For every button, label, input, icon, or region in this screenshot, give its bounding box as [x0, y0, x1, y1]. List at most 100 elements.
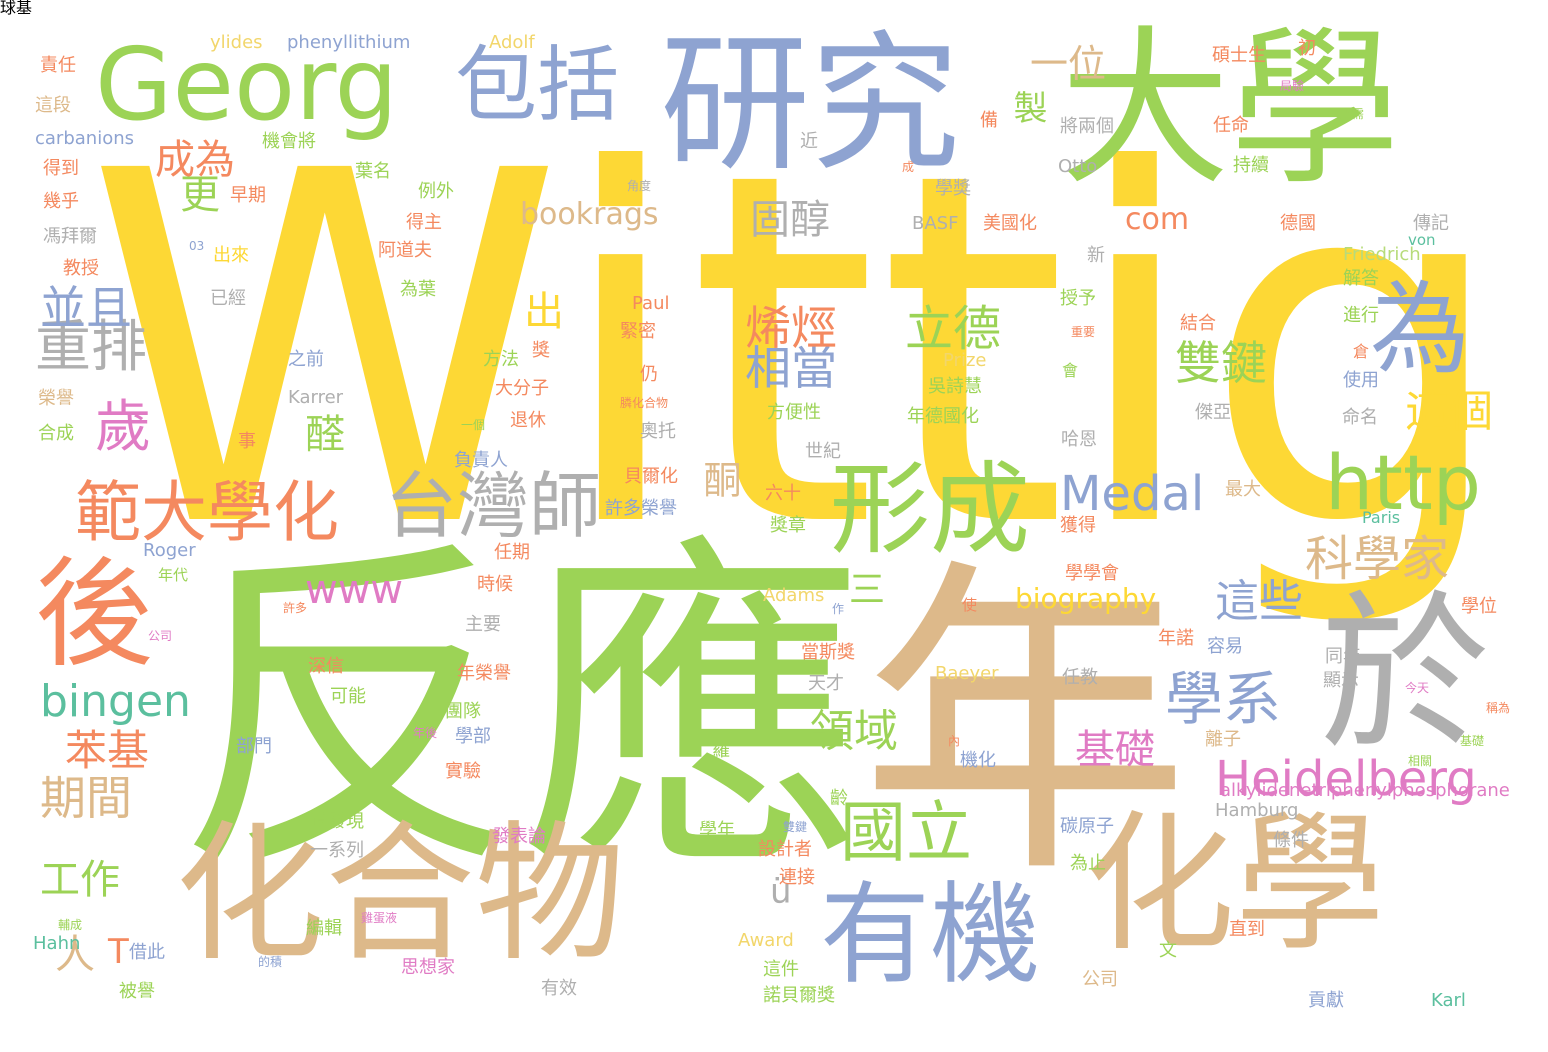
- cloud-word: 雙鍵: [783, 820, 808, 834]
- cloud-word: 得主: [406, 212, 442, 233]
- cloud-word: 有效: [541, 978, 577, 999]
- cloud-word: carbanions: [35, 128, 134, 149]
- cloud-word: ylides: [210, 32, 263, 53]
- cloud-word: 期間: [40, 771, 132, 825]
- cloud-word: 葉名: [355, 161, 391, 182]
- cloud-word: 條件: [1273, 830, 1309, 851]
- cloud-word: 學學會: [1065, 563, 1119, 584]
- cloud-word: 近: [800, 131, 818, 152]
- cloud-word: 重排: [35, 315, 147, 380]
- cloud-word: 當斯獎: [801, 642, 855, 663]
- cloud-word: 傑亞: [1195, 402, 1231, 423]
- cloud-word: Prize: [943, 350, 987, 371]
- cloud-word: 學系: [1165, 665, 1282, 733]
- cloud-word: 稱為: [1486, 701, 1511, 715]
- cloud-word: 例外: [418, 181, 454, 202]
- cloud-word: 角度: [627, 179, 652, 193]
- cloud-word: 傳記: [1413, 213, 1449, 234]
- cloud-word: phenyllithium: [287, 32, 411, 53]
- cloud-word: 諾貝爾獎: [763, 985, 835, 1006]
- cloud-word: 包括: [455, 38, 620, 133]
- cloud-word: 許多: [283, 601, 308, 615]
- cloud-word: 容易: [1207, 636, 1243, 657]
- cloud-word: ü: [770, 872, 792, 912]
- cloud-word: 作: [832, 602, 845, 616]
- cloud-word: 任命: [1213, 115, 1249, 136]
- cloud-word: 酮: [697, 460, 741, 498]
- cloud-word: 天才: [808, 673, 844, 694]
- cloud-word: 機會將: [262, 131, 316, 152]
- cloud-word: 基礎: [1460, 734, 1485, 748]
- cloud-word: 部門: [236, 736, 272, 757]
- cloud-word: 負責人: [454, 450, 508, 471]
- cloud-word: Otto: [1058, 156, 1098, 177]
- cloud-word: 可能: [330, 686, 366, 707]
- cloud-word: Heidelberg: [1215, 751, 1477, 807]
- cloud-word: Adams: [763, 585, 825, 606]
- cloud-word: 解答: [1343, 268, 1379, 289]
- cloud-word: 這個: [1405, 386, 1493, 437]
- cloud-word: 這件: [763, 959, 799, 980]
- cloud-word: 初: [1298, 38, 1316, 59]
- cloud-word: 相當: [745, 341, 837, 395]
- cloud-word: 六十: [765, 483, 801, 504]
- cloud-word: 所需: [1340, 107, 1365, 121]
- cloud-word: T: [108, 932, 129, 972]
- cloud-word: 化學: [1085, 798, 1386, 972]
- cloud-word: 早期: [230, 185, 266, 206]
- cloud-word: 球基: [0, 0, 33, 17]
- cloud-word: 結合: [1180, 313, 1216, 334]
- cloud-word: bingen: [40, 676, 191, 727]
- cloud-word: 雞蛋液: [361, 911, 398, 925]
- cloud-word: bookrags: [520, 197, 659, 232]
- cloud-word: 直到: [1229, 919, 1265, 940]
- cloud-word: 相關: [1408, 754, 1433, 768]
- cloud-word: 吳詩慧: [928, 376, 982, 397]
- cloud-word: Wittig: [85, 70, 1510, 634]
- cloud-word: http: [1325, 438, 1482, 527]
- cloud-word: 製: [1007, 90, 1047, 124]
- cloud-word: 借此: [129, 942, 165, 963]
- cloud-word: Karl: [1431, 990, 1466, 1011]
- cloud-word: 化合物: [175, 808, 626, 982]
- cloud-word: 碳原子: [1060, 816, 1114, 837]
- cloud-word: 為葉: [400, 279, 436, 300]
- cloud-word: 被譽: [119, 981, 155, 1002]
- cloud-word: 研究: [660, 18, 961, 192]
- cloud-word: 基礎: [1075, 727, 1155, 773]
- cloud-word: 一系列: [310, 840, 364, 861]
- cloud-word: 學位: [1461, 596, 1497, 617]
- cloud-word: 年: [860, 533, 1190, 917]
- cloud-word: Medal: [1060, 466, 1205, 522]
- cloud-word: Award: [738, 930, 794, 951]
- cloud-word: 這段: [35, 95, 71, 116]
- cloud-word: 為: [1370, 271, 1470, 388]
- cloud-word: 貝爾化: [624, 466, 678, 487]
- cloud-word: 事: [238, 431, 256, 452]
- cloud-word: 重要: [1071, 325, 1096, 339]
- cloud-word: 任期: [494, 542, 530, 563]
- cloud-word: 工作: [40, 857, 120, 903]
- cloud-word: 碩士生: [1212, 45, 1266, 66]
- cloud-word: 團隊: [445, 701, 481, 722]
- cloud-word: 國立: [840, 794, 972, 871]
- cloud-word: 主要: [465, 614, 501, 635]
- cloud-word: 有機: [820, 871, 1040, 999]
- cloud-word: 教授: [63, 258, 99, 279]
- cloud-word: 更: [180, 172, 220, 218]
- cloud-word: 持續: [1233, 155, 1269, 176]
- cloud-word: Karrer: [288, 387, 344, 408]
- cloud-word: 今天: [1405, 681, 1430, 695]
- cloud-word: 倉: [1353, 342, 1370, 361]
- cloud-word: Georg: [95, 26, 399, 143]
- cloud-word: 榮譽: [38, 388, 74, 409]
- cloud-word: 時候: [477, 574, 513, 595]
- cloud-word: 顯示: [1323, 670, 1359, 691]
- cloud-word: 新: [1087, 245, 1105, 266]
- cloud-word: 領域: [810, 706, 898, 757]
- cloud-word: 責任: [40, 55, 76, 76]
- cloud-word: 思想家: [401, 957, 455, 978]
- cloud-word: 人: [55, 932, 95, 978]
- cloud-word: 學年: [699, 820, 735, 841]
